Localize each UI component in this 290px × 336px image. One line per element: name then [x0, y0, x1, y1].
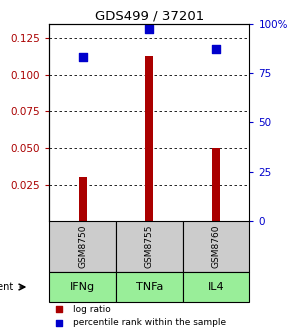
- Text: GSM8750: GSM8750: [78, 225, 87, 268]
- Bar: [79, 177, 87, 221]
- Bar: [183, 221, 249, 272]
- Text: GSM8755: GSM8755: [145, 225, 154, 268]
- Text: agent: agent: [0, 282, 13, 292]
- Bar: [49, 272, 116, 302]
- Point: [214, 47, 218, 52]
- Text: IFNg: IFNg: [70, 282, 95, 292]
- Point: [80, 54, 85, 60]
- Bar: [145, 56, 153, 221]
- Bar: [212, 148, 220, 221]
- Text: GSM8760: GSM8760: [211, 225, 221, 268]
- Bar: [183, 272, 249, 302]
- Bar: [116, 272, 183, 302]
- Text: percentile rank within the sample: percentile rank within the sample: [73, 318, 226, 327]
- Text: IL4: IL4: [208, 282, 224, 292]
- Text: TNFa: TNFa: [136, 282, 163, 292]
- Text: log ratio: log ratio: [73, 304, 111, 313]
- Point: [57, 320, 62, 325]
- Point: [57, 306, 62, 312]
- Bar: [116, 221, 183, 272]
- Bar: [49, 221, 116, 272]
- Title: GDS499 / 37201: GDS499 / 37201: [95, 9, 204, 23]
- Point: [147, 27, 152, 32]
